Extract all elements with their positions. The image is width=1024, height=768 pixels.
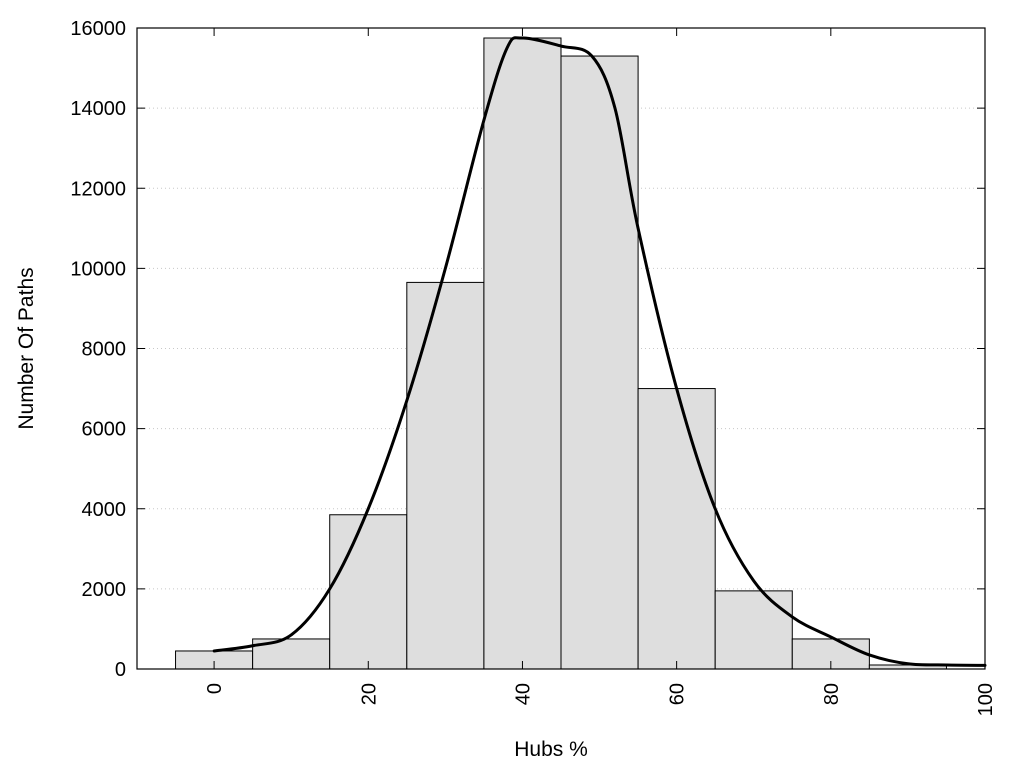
x-tick-label: 0	[204, 683, 226, 694]
x-tick-label: 80	[821, 683, 843, 705]
x-tick-label: 20	[358, 683, 380, 705]
y-tick-label: 4000	[82, 499, 127, 521]
density-curve	[212, 36, 987, 667]
x-tick-label: 40	[512, 683, 534, 705]
x-axis-title: Hubs %	[514, 738, 588, 761]
y-tick-label: 12000	[70, 178, 126, 200]
x-axis-ticks: 0 20 40 60 80 100	[204, 28, 997, 716]
histogram-bar	[714, 590, 793, 670]
y-axis-ticks: 0 2000 4000 6000 8000 10000 12000 14000 16000	[70, 18, 985, 681]
histogram-bar	[560, 55, 639, 670]
x-tick-label: 60	[667, 683, 689, 705]
histogram-bar	[329, 514, 408, 670]
density-curve-layer	[212, 36, 987, 667]
histogram-bar	[406, 281, 485, 670]
y-axis-title: Number Of Paths	[15, 267, 38, 429]
bars	[175, 37, 947, 670]
y-tick-label: 6000	[82, 419, 127, 441]
y-tick-label: 16000	[70, 18, 126, 40]
x-tick-label: 100	[975, 683, 997, 716]
y-tick-label: 0	[115, 659, 126, 681]
y-tick-label: 2000	[82, 579, 127, 601]
histogram-bar	[637, 388, 716, 670]
y-tick-label: 10000	[70, 258, 126, 280]
y-tick-label: 14000	[70, 98, 126, 120]
y-tick-label: 8000	[82, 339, 127, 361]
histogram-bar	[483, 37, 562, 670]
